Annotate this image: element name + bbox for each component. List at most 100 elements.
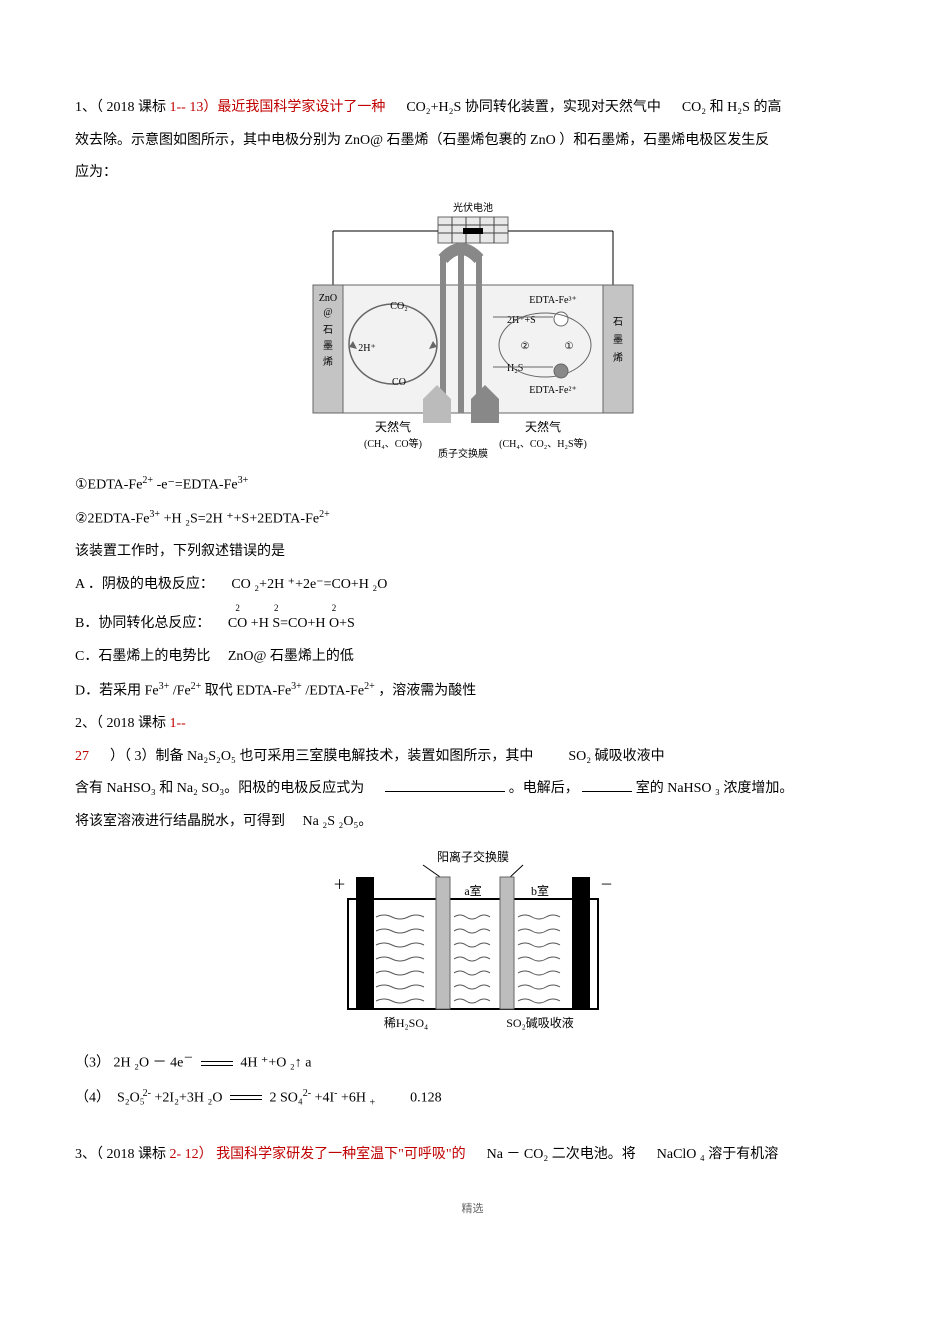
q2-line1: 2、（ 2018 课标 1-- — [75, 711, 870, 738]
fig1-co: CO — [392, 377, 406, 388]
page-footer: 精选 — [75, 1199, 870, 1220]
fig1-le-l1: ZnO — [318, 293, 336, 304]
q1-eq1: ①EDTA-Fe2+ -e⁻=EDTA-Fe3+ — [75, 471, 870, 499]
fig1-dark-dot — [554, 364, 568, 378]
fig1-co2: CO₂ — [390, 301, 407, 312]
q2-l3-a: 含有 NaHSO₃ 和 Na₂ SO₃。阳极的电极反应式为 — [75, 781, 364, 796]
q1-optA: A ．阴极的电极反应： CO ₂+2H ⁺+2e⁻=CO+H ₂O — [75, 572, 870, 599]
fig1-h2s: H₂S — [507, 363, 523, 374]
q1-optD-e: ，溶液需为酸性 — [378, 683, 476, 698]
q2-line2: 27 ）（ 3）制备 Na₂S₂O₅ 也可采用三室膜电解技术，装置如图所示，其中… — [75, 744, 870, 771]
q2-ans4-eq — [230, 1095, 262, 1100]
fig1-re-l3: 烯 — [613, 351, 623, 364]
fig2-aroom: a室 — [464, 883, 481, 898]
fig2-membrane-b — [500, 877, 514, 1009]
q2-line3: 含有 NaHSO₃ 和 Na₂ SO₃。阳极的电极反应式为 。电解后， 室的 N… — [75, 776, 870, 803]
q3-l1-d: NaClO ₄ 溶于有机溶 — [657, 1147, 779, 1162]
fig1-2h: 2H⁺ — [358, 343, 376, 354]
q1-eq1-a: ①EDTA-Fe — [75, 477, 142, 492]
q1-optB-a: B．协同转化总反应： — [75, 616, 210, 631]
q1-l1-a: 1、（ 2018 课标 — [75, 100, 166, 115]
fig1-edta3: EDTA-Fe³⁺ — [529, 295, 576, 306]
fig1-top-label: 光伏电池 — [453, 201, 493, 214]
fig1-edta2: EDTA-Fe²⁺ — [529, 385, 576, 396]
q2-l2-b: ）（ 3）制备 Na₂S₂O₅ 也可采用三室膜电解技术，装置如图所示，其中 — [110, 749, 533, 764]
q1-optD-a: D．若采用 Fe — [75, 683, 159, 698]
q2-l4-b: Na ₂S ₂O₅。 — [303, 814, 373, 829]
q2-blank2 — [582, 777, 632, 792]
fig1-br-l2: (CH₄、CO₂、H₂S等) — [499, 437, 587, 450]
q1-optC: C．石墨烯上的电势比 ZnO@ 石墨烯上的低 — [75, 644, 870, 671]
q2-ans3-eq — [201, 1061, 233, 1066]
fig1-le-l2: @ — [323, 307, 332, 318]
q1-eq2-b: +H ₂S=2H ⁺+S+2EDTA-Fe — [164, 512, 320, 527]
fig1-br-l1: 天然气 — [524, 419, 560, 434]
q3-l1-a: 3、（ 2018 课标 — [75, 1147, 166, 1162]
q1-l1-b: 1-- 13）最近我国科学家设计了一种 — [170, 100, 386, 115]
fig1-membrane: 质子交换膜 — [438, 447, 488, 459]
fig2-broom: b室 — [530, 883, 548, 898]
q1-optC-b: ZnO@ 石墨烯上的低 — [228, 649, 354, 664]
fig2-membrane-a — [436, 877, 450, 1009]
fig1-le-l5: 烯 — [323, 355, 333, 368]
q2-ans3-a: （3） 2H ₂O － 4e — [75, 1056, 183, 1071]
fig1-bl-l2: (CH₄、CO等) — [364, 437, 422, 450]
q1-line2: 效去除。示意图如图所示，其中电极分别为 ZnO@ 石墨烯（石墨烯包裹的 ZnO … — [75, 128, 870, 155]
fig1-right-electrode — [603, 285, 633, 413]
q2-ans3-b: 4H ⁺+O ₂↑ a — [240, 1056, 311, 1071]
fig2-liquid — [376, 915, 560, 1003]
fig1-circ2: ② — [520, 341, 529, 352]
q2-ans3: （3） 2H ₂O － 4e－ 4H ⁺+O ₂↑ a — [75, 1049, 870, 1077]
q1-l2-b: ZnO@ 石墨烯（石墨烯包裹的 ZnO ）和石墨烯，石墨烯电极区发生反 — [345, 133, 770, 148]
q3-l1-c: Na － CO₂ 二次电池。将 — [487, 1147, 636, 1162]
q1-eq2-a: ②2EDTA-Fe — [75, 512, 149, 527]
fig1-le-l4: 墨 — [323, 340, 333, 352]
fig1-re-l1: 石 — [613, 317, 623, 328]
q1-figure-wrap: 光伏电池 ZnO @ 石 墨 烯 石 墨 烯 CO₂ 2H⁺ CO EDTA-F… — [75, 199, 870, 459]
q1-optC-a: C．石墨烯上的电势比 — [75, 649, 210, 664]
fig2-bl: 稀H₂SO₄ — [383, 1016, 427, 1030]
q1-optA-b: CO ₂+2H ⁺+2e⁻=CO+H ₂O — [231, 577, 387, 592]
q1-optD-d: /EDTA-Fe — [305, 683, 364, 698]
q2-l3-c: 室的 NaHSO ₃ 浓度增加。 — [636, 781, 794, 796]
q1-eq2: ②2EDTA-Fe3+ +H ₂S=2H ⁺+S+2EDTA-Fe2+ — [75, 505, 870, 533]
q1-optB: B．协同转化总反应： 2CO +H 2S=CO+H 2O+S — [75, 604, 870, 638]
q1-line1: 1、（ 2018 课标 1-- 13）最近我国科学家设计了一种 CO₂+H₂S … — [75, 95, 870, 122]
q2-ans4-c: 0.128 — [410, 1090, 442, 1105]
q2-ans4: （4） S₂O₅2- +2I₂+3H ₂O 2 SO₄2- +4I- +6H +… — [75, 1084, 870, 1112]
fig2-minus: － — [600, 877, 613, 892]
fig2-br: SO₂碱吸收液 — [506, 1015, 574, 1030]
q1-l1-c: CO₂+H₂S 协同转化装置，实现对天然气中 — [406, 100, 661, 115]
q1-optD-c: 取代 EDTA-Fe — [205, 683, 291, 698]
fig1-arrow-left-body — [423, 399, 451, 423]
q1-line3: 应为： — [75, 160, 870, 187]
q3-line1: 3、（ 2018 课标 2- 12） 我国科学家研发了一种室温下"可呼吸"的 N… — [75, 1142, 870, 1169]
q2-figure-svg: 阳离子交换膜 ＋ － a室 b室 稀H₂SO₄ SO₂碱吸收液 — [318, 847, 628, 1037]
fig1-le-l3: 石 — [323, 325, 333, 336]
q2-l2-c: SO₂ 碱吸收液中 — [568, 749, 664, 764]
q2-blank1 — [385, 777, 505, 792]
q2-line4: 将该室溶液进行结晶脱水，可得到 Na ₂S ₂O₅。 — [75, 809, 870, 836]
fig1-arrow-right-body — [471, 399, 499, 423]
q1-optA-a: A ．阴极的电极反应： — [75, 577, 214, 592]
q2-l3-b: 。电解后， — [509, 781, 579, 796]
q1-optD: D．若采用 Fe3+ /Fe2+ 取代 EDTA-Fe3+ /EDTA-Fe2+… — [75, 677, 870, 705]
q1-question: 该装置工作时，下列叙述错误的是 — [75, 539, 870, 566]
fig1-re-l2: 墨 — [613, 334, 623, 346]
fig1-bl-l1: 天然气 — [374, 419, 410, 434]
q1-optD-b: /Fe — [173, 683, 191, 698]
q1-l2-a: 效去除。示意图如图所示，其中电极分别为 — [75, 133, 341, 148]
q2-l1-b: 1-- — [170, 716, 186, 731]
fig2-top: 阳离子交换膜 — [436, 849, 508, 864]
fig2-cathode — [572, 877, 590, 1009]
q2-l1-a: 2、（ 2018 课标 — [75, 716, 166, 731]
q2-figure-wrap: 阳离子交换膜 ＋ － a室 b室 稀H₂SO₄ SO₂碱吸收液 — [75, 847, 870, 1037]
q1-l3: 应为： — [75, 165, 117, 180]
fig1-circ1: ① — [564, 341, 573, 352]
q1-l1-d: CO₂ 和 H₂S 的高 — [682, 100, 782, 115]
q1-eq1-b: -e⁻=EDTA-Fe — [157, 477, 238, 492]
q3-l1-b: 2- 12） 我国科学家研发了一种室温下"可呼吸"的 — [170, 1147, 466, 1162]
q2-l2-a: 27 — [75, 749, 89, 764]
fig2-anode — [356, 877, 374, 1009]
q2-l4-a: 将该室溶液进行结晶脱水，可得到 — [75, 814, 285, 829]
